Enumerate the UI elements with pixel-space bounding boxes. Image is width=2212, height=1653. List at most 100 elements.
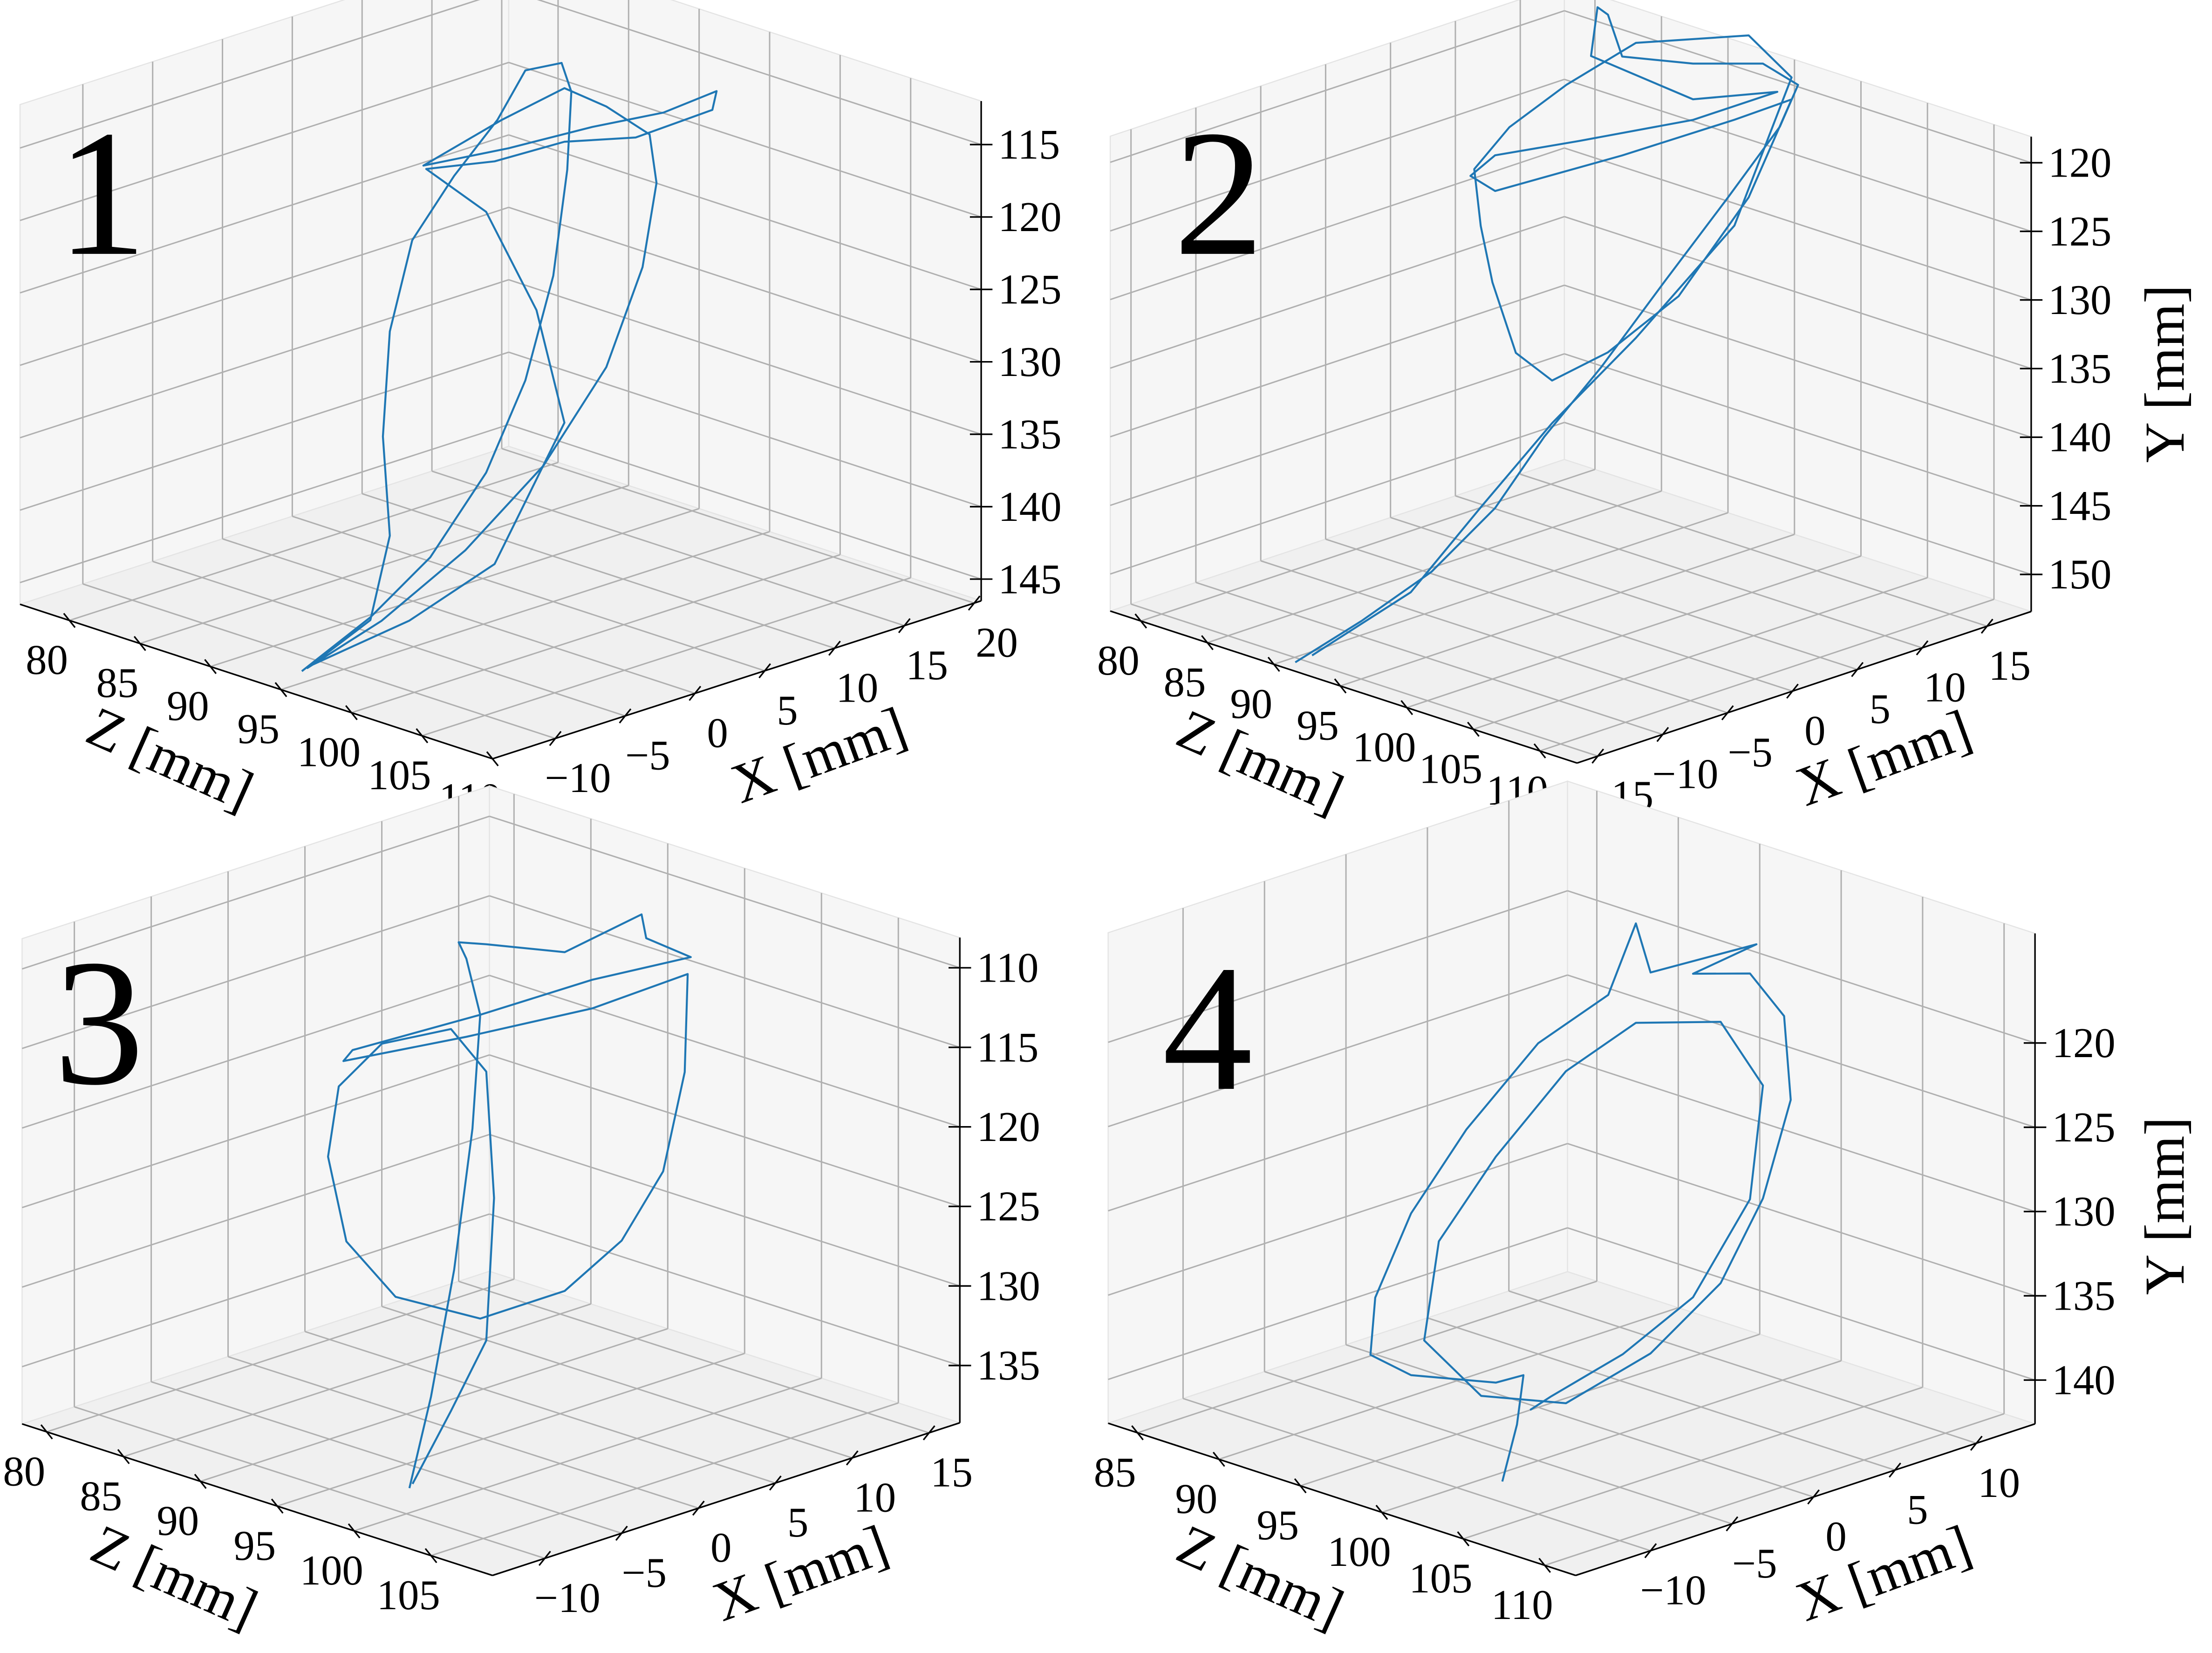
- gridline: [362, 493, 835, 649]
- x-tick-label: 0: [707, 709, 728, 756]
- gridline: [508, 351, 982, 507]
- gridline: [21, 1054, 490, 1209]
- z-tick: [1375, 1504, 1388, 1520]
- y-tick-label: 135: [2052, 1272, 2115, 1319]
- z-tick: [1294, 1478, 1307, 1494]
- y-tick-label: 110: [977, 944, 1039, 991]
- gridline: [1509, 1290, 1977, 1444]
- gridline: [354, 1377, 822, 1532]
- z-tick-label: 90: [1230, 680, 1272, 727]
- y-tick-label: 120: [2048, 139, 2111, 186]
- x-tick-label: 0: [710, 1524, 731, 1571]
- z-tick-label: 85: [96, 659, 138, 706]
- gridline: [21, 815, 490, 970]
- gridline: [1390, 517, 1858, 670]
- z-axis-line: [20, 603, 493, 760]
- gridline: [508, 423, 982, 580]
- y-axis-label: Y [mm]: [2134, 1117, 2196, 1295]
- gridline: [1463, 1387, 1923, 1540]
- gridline: [431, 470, 905, 627]
- y-tick-label: 130: [998, 338, 1061, 385]
- panel-number: 2: [1174, 93, 1264, 293]
- gridline: [20, 61, 509, 221]
- z-tick: [40, 1424, 53, 1440]
- x-tick-label: −5: [1732, 1540, 1777, 1587]
- gridline: [1108, 1143, 1568, 1296]
- gridline: [20, 423, 509, 583]
- z-tick-label: 95: [233, 1522, 276, 1569]
- y-tick-label: 120: [2052, 1019, 2115, 1066]
- y-tick-label: 145: [2048, 482, 2111, 529]
- gridline: [1110, 147, 1565, 301]
- y-axis-label: Y [mm]: [2134, 285, 2196, 463]
- z-tick-label: 95: [237, 705, 280, 752]
- panel-number: 1: [57, 93, 147, 293]
- x-tick: [1656, 727, 1669, 742]
- gridline: [210, 508, 700, 668]
- x-tick-label: 5: [787, 1499, 808, 1546]
- x-tick-label: −5: [625, 732, 670, 779]
- gridline: [1110, 78, 1565, 232]
- gridline: [1137, 1280, 1598, 1434]
- panel-3: 80 85 90 95 100 105 −10 −5 0 5 10 15 110 115 120 125 130…: [3, 785, 1040, 1640]
- x-tick: [1786, 683, 1799, 699]
- gridline: [1108, 1227, 1568, 1380]
- z-tick: [416, 728, 429, 744]
- x-tick-label: 15: [1988, 642, 2031, 689]
- gridline: [1381, 1360, 1842, 1513]
- x-tick-label: 10: [1978, 1459, 2020, 1506]
- gridline: [351, 554, 840, 714]
- gridline: [1567, 1227, 2035, 1381]
- gridline: [1564, 216, 2032, 369]
- gridline: [1427, 1317, 1895, 1471]
- y-tick-label: 145: [998, 555, 1061, 602]
- z-tick-label: 85: [1164, 658, 1206, 705]
- gridline: [1108, 974, 1568, 1127]
- x-tick-label: −5: [1727, 729, 1773, 776]
- x-tick: [538, 1551, 551, 1566]
- gridline: [489, 895, 960, 1048]
- z-tick-label: 95: [1256, 1502, 1299, 1549]
- z-tick: [1334, 678, 1347, 694]
- z-tick-label: 105: [1419, 745, 1482, 792]
- x-axis-line: [1577, 610, 2032, 764]
- y-tick-label: 125: [2052, 1104, 2115, 1151]
- gridline: [1131, 603, 1598, 757]
- gridline: [1260, 560, 1728, 714]
- z-tick-label: 90: [1175, 1475, 1218, 1522]
- x-tick-label: 15: [906, 642, 948, 689]
- z-tick-label: 80: [26, 636, 68, 683]
- x-tick-label: −10: [534, 1574, 601, 1621]
- x-tick: [846, 1450, 859, 1466]
- z-axis-line: [1108, 1422, 1576, 1577]
- x-tick: [828, 641, 841, 656]
- y-tick-label: 135: [2048, 345, 2111, 392]
- gridline: [1108, 1059, 1568, 1212]
- x-tick-label: 5: [1869, 685, 1890, 732]
- gridline: [1520, 473, 1987, 627]
- z-tick: [1400, 700, 1413, 715]
- gridline: [1110, 353, 1565, 506]
- x-tick: [758, 663, 771, 678]
- gridline: [1564, 353, 2032, 507]
- x-tick: [1721, 705, 1734, 721]
- y-tick-label: 140: [2048, 414, 2111, 461]
- y-tick-label: 130: [2048, 276, 2111, 323]
- z-tick: [1267, 656, 1280, 672]
- gridline: [280, 531, 770, 690]
- gridline: [501, 448, 975, 604]
- gridline: [21, 1134, 490, 1288]
- z-tick-label: 105: [377, 1571, 440, 1619]
- y-tick-label: 130: [977, 1262, 1040, 1309]
- y-tick-label: 125: [2048, 208, 2111, 255]
- x-axis-line: [492, 1422, 960, 1577]
- gridline: [228, 1356, 699, 1509]
- gridline: [489, 1054, 960, 1207]
- gridline: [1110, 422, 1565, 575]
- gridline: [537, 0, 982, 145]
- trajectory-line: [327, 913, 692, 1489]
- panel-2: 80 85 90 95 100 105 110 −15−10 −5 0 5 10 15120125130…: [1097, 0, 2196, 826]
- x-axis-line: [492, 600, 982, 760]
- trajectory-line: [1295, 6, 1799, 663]
- z-tick-label: 85: [1094, 1448, 1136, 1496]
